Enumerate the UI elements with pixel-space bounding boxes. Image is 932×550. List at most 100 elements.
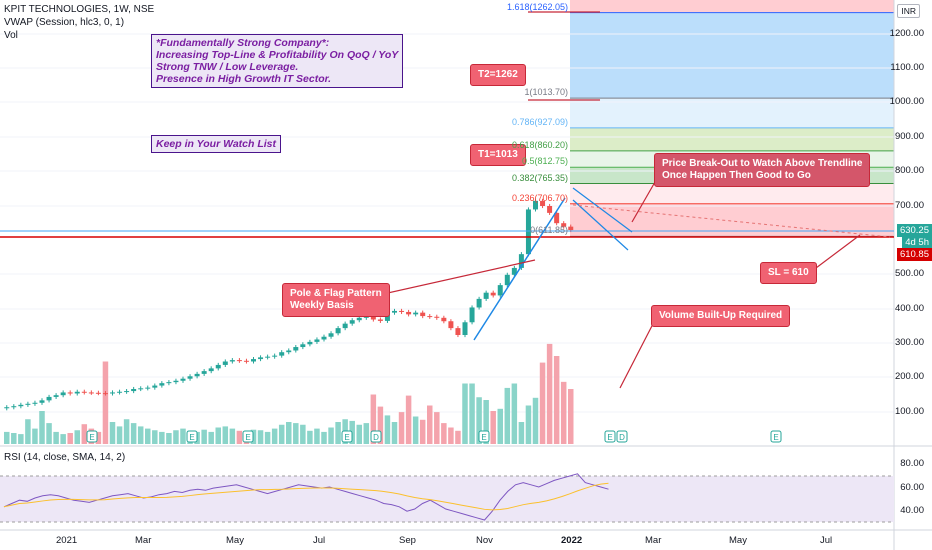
volume-bar bbox=[137, 426, 144, 444]
volume-bar bbox=[11, 433, 17, 444]
pole-flag-callout[interactable]: Pole & Flag Pattern Weekly Basis bbox=[282, 283, 390, 317]
currency-badge[interactable]: INR bbox=[897, 4, 920, 18]
volume-bar bbox=[356, 424, 362, 444]
volume-bar bbox=[525, 405, 532, 444]
candle-body bbox=[392, 310, 397, 313]
candle-body bbox=[159, 383, 165, 386]
volume-bar bbox=[81, 424, 88, 444]
bar-countdown-label: 4d 5h bbox=[902, 236, 932, 249]
volume-bar bbox=[553, 356, 560, 444]
volume-bar bbox=[300, 424, 306, 444]
pole-flag-line: Weekly Basis bbox=[290, 300, 354, 311]
price-tick-label: 900.00 bbox=[894, 131, 924, 142]
breakout-line: Once Happen Then Good to Go bbox=[662, 170, 811, 181]
volume-bar bbox=[335, 422, 341, 444]
volume-bar bbox=[286, 422, 292, 444]
candle-body bbox=[321, 336, 327, 340]
callout-pointer bbox=[619, 319, 656, 389]
fib-zone bbox=[570, 127, 894, 151]
breakout-callout[interactable]: Price Break-Out to Watch Above Trendline… bbox=[654, 153, 871, 187]
volume-bar bbox=[497, 408, 503, 444]
candle-body bbox=[4, 407, 10, 409]
volume-bar bbox=[159, 431, 165, 444]
stop-loss-price-label: 610.85 bbox=[896, 248, 932, 261]
volume-bar bbox=[18, 434, 24, 444]
volume-bars bbox=[4, 343, 574, 444]
volume-bar bbox=[229, 428, 236, 444]
vwap-indicator-title[interactable]: VWAP (Session, hlc3, 0, 1) bbox=[4, 17, 125, 28]
candle-body bbox=[307, 341, 313, 345]
rsi-tick-label: 60.00 bbox=[900, 482, 924, 493]
volume-bar bbox=[398, 412, 405, 444]
fib-level-label: 0.5(812.75) bbox=[521, 156, 568, 167]
candle-body bbox=[74, 391, 80, 394]
candle-body bbox=[166, 382, 172, 384]
candle-body bbox=[554, 212, 560, 224]
candle-body bbox=[476, 298, 482, 308]
candle-body bbox=[208, 368, 214, 372]
volume-bar bbox=[518, 422, 525, 444]
candle-body bbox=[236, 360, 242, 362]
watch-list-note[interactable]: Keep in Your Watch List bbox=[151, 135, 281, 153]
candle-body bbox=[265, 356, 271, 358]
event-marker-letter: E bbox=[607, 433, 612, 442]
fib-level-label: 0.618(860.20) bbox=[511, 139, 568, 150]
volume-bar bbox=[441, 423, 447, 444]
candle-body bbox=[455, 328, 461, 335]
candle-body bbox=[504, 274, 510, 286]
price-tick-label: 100.00 bbox=[894, 406, 924, 417]
candle-body bbox=[399, 310, 405, 312]
price-tick-label: 1100.00 bbox=[890, 62, 924, 73]
candle-body bbox=[131, 389, 137, 392]
volume-bar bbox=[427, 405, 433, 444]
volume-bar bbox=[264, 431, 271, 444]
event-marker-letter: E bbox=[189, 433, 194, 442]
fib-level-label: 0.786(927.09) bbox=[511, 116, 568, 127]
pole-trendline bbox=[473, 197, 566, 341]
volume-bar bbox=[173, 430, 179, 444]
target-1-callout[interactable]: T1=1013 bbox=[470, 144, 526, 166]
volume-bar bbox=[95, 431, 102, 444]
breakout-trendline bbox=[572, 204, 891, 238]
rsi-pane bbox=[0, 473, 894, 523]
candle-body bbox=[434, 316, 440, 318]
volume-bar bbox=[363, 423, 370, 444]
time-tick-label: Jul bbox=[313, 535, 326, 546]
symbol-title: KPIT TECHNOLOGIES, 1W, NSE bbox=[4, 4, 155, 15]
candle-body bbox=[483, 292, 489, 299]
target-2-callout[interactable]: T2=1262 bbox=[470, 64, 526, 86]
volume-bar bbox=[321, 431, 327, 444]
volume-callout[interactable]: Volume Built-Up Required bbox=[651, 305, 791, 327]
volume-bar bbox=[476, 397, 482, 444]
time-tick-label: May bbox=[729, 535, 747, 546]
event-marker-letter: E bbox=[344, 433, 349, 442]
event-marker bbox=[770, 430, 782, 443]
fundamentals-note[interactable]: *Fundamentally Strong Company*: Increasi… bbox=[151, 34, 404, 88]
candle-body bbox=[328, 333, 334, 337]
fibonacci-retracement bbox=[570, 0, 894, 237]
candle-body bbox=[53, 395, 59, 397]
stop-loss-callout[interactable]: SL = 610 bbox=[760, 262, 817, 284]
event-marker bbox=[341, 430, 353, 443]
candle-body bbox=[145, 387, 151, 389]
time-tick-label: Jul bbox=[820, 535, 833, 546]
volume-bar bbox=[462, 383, 468, 444]
volume-bar bbox=[384, 415, 391, 444]
candle-body bbox=[60, 392, 66, 396]
event-marker-letter: E bbox=[89, 433, 94, 442]
event-marker bbox=[616, 430, 628, 443]
candle-body bbox=[406, 311, 412, 315]
volume-indicator-title[interactable]: Vol bbox=[4, 30, 18, 41]
price-tick-label: 1200.00 bbox=[889, 28, 924, 39]
volume-bar bbox=[314, 428, 320, 444]
candle-body bbox=[342, 323, 348, 329]
candle-body bbox=[39, 400, 45, 403]
rsi-indicator-title[interactable]: RSI (14, close, SMA, 14, 2) bbox=[4, 452, 126, 463]
volume-bar bbox=[539, 362, 546, 444]
event-marker-letter: E bbox=[481, 433, 486, 442]
rsi-band bbox=[0, 476, 894, 522]
time-tick-label: Mar bbox=[645, 535, 662, 546]
time-tick-label: Mar bbox=[135, 535, 152, 546]
flag-lower-line bbox=[572, 199, 629, 251]
fib-level-label: 0.236(706.70) bbox=[511, 192, 568, 203]
